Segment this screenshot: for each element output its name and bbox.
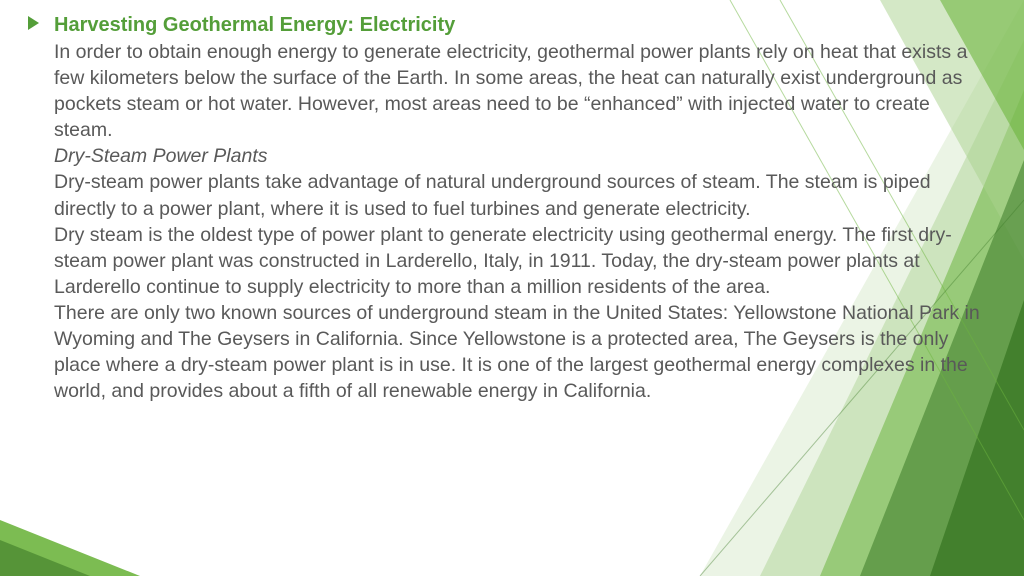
- bullet-item: Harvesting Geothermal Energy: Electricit…: [54, 12, 984, 405]
- paragraph-2: Dry steam is the oldest type of power pl…: [54, 222, 984, 300]
- subheading: Dry-Steam Power Plants: [54, 143, 984, 169]
- paragraph-1: Dry-steam power plants take advantage of…: [54, 169, 984, 221]
- slide-heading: Harvesting Geothermal Energy: Electricit…: [54, 14, 455, 36]
- paragraph-3: There are only two known sources of unde…: [54, 300, 984, 405]
- bullet-triangle-icon: [28, 16, 39, 30]
- slide-body: Harvesting Geothermal Energy: Electricit…: [0, 0, 1024, 405]
- intro-paragraph: In order to obtain enough energy to gene…: [54, 39, 984, 144]
